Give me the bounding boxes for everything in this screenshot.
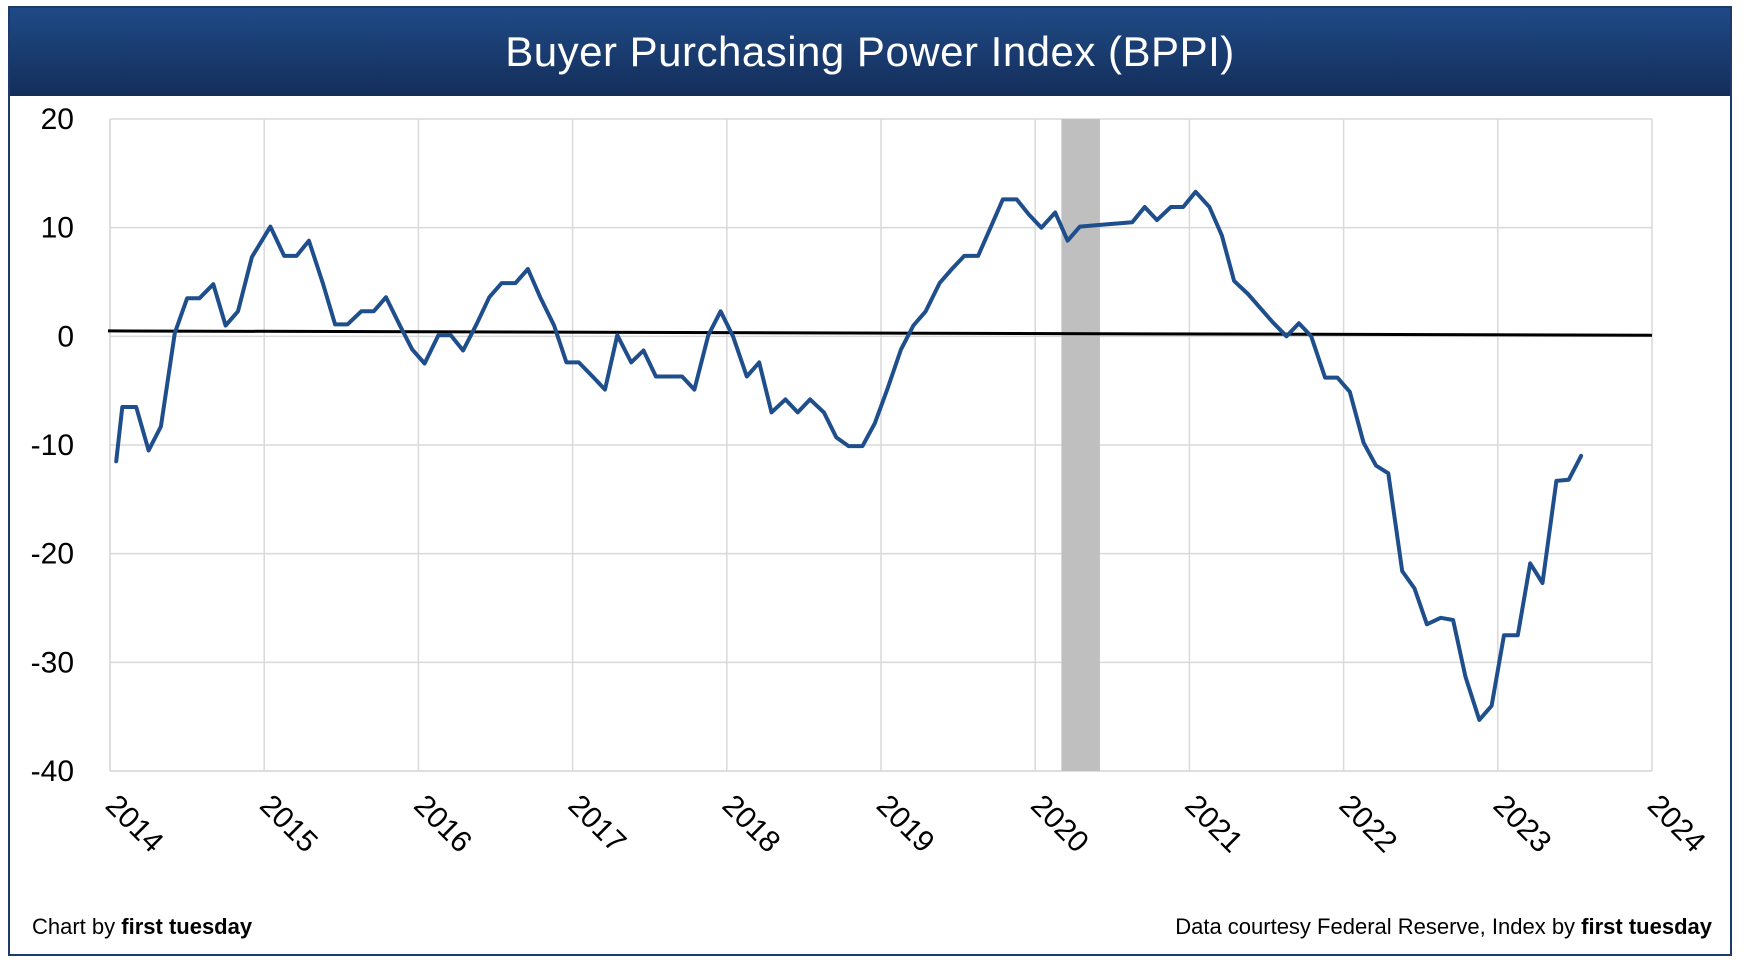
x-tick-label: 2014 [99,789,170,860]
x-tick-label: 2016 [407,789,478,860]
x-tick-label: 2020 [1024,789,1095,860]
footer-credit-right: Data courtesy Federal Reserve, Index by … [1175,914,1712,940]
footer-left-brand: first tuesday [121,914,253,939]
y-tick-label: 0 [57,320,74,353]
y-tick-label: 10 [41,212,74,245]
x-tick-label: 2024 [1641,789,1712,860]
y-tick-label: -40 [31,755,74,788]
x-tick-label: 2022 [1333,789,1404,860]
shaded-band [1061,119,1100,771]
zero-line [107,329,1653,337]
y-tick-label: -20 [31,538,74,571]
y-tick-label: -30 [31,646,74,679]
x-tick-label: 2015 [253,789,324,860]
y-tick-label: 20 [41,103,74,136]
x-tick-label: 2023 [1487,789,1558,860]
footer-right-brand: first tuesday [1581,914,1712,939]
y-tick-label: -10 [31,429,74,462]
chart-frame: Buyer Purchasing Power Index (BPPI) Char… [8,6,1732,956]
footer-left-prefix: Chart by [32,914,122,939]
chart-title: Buyer Purchasing Power Index (BPPI) [10,8,1730,96]
series-line [114,189,1584,722]
x-tick-label: 2018 [716,789,787,860]
x-tick-label: 2021 [1178,789,1249,860]
footer-credit-left: Chart by first tuesday [32,914,252,940]
x-tick-label: 2017 [562,789,633,860]
x-tick-label: 2019 [870,789,941,860]
footer-right-prefix: Data courtesy Federal Reserve, Index by [1175,914,1582,939]
